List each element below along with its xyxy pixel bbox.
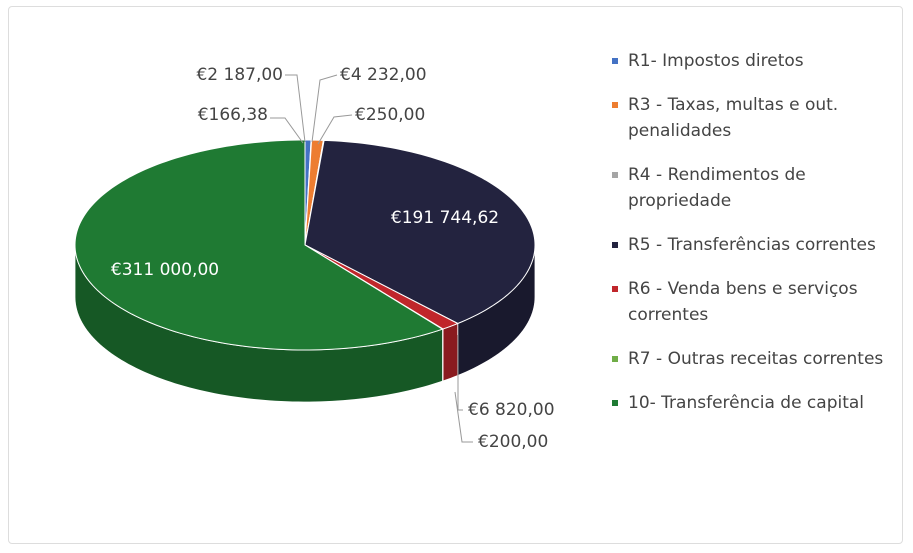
data-label: €250,00: [355, 105, 425, 125]
data-label: €2 187,00: [196, 65, 283, 85]
legend-swatch: [612, 58, 618, 64]
chart-frame: [8, 6, 903, 544]
legend-swatch: [612, 242, 618, 248]
data-label: €311 000,00: [111, 260, 219, 280]
legend-item: R1- Impostos diretos: [612, 48, 897, 74]
legend-label: R3 - Taxas, multas e out. penalidades: [628, 95, 839, 141]
legend-item: R3 - Taxas, multas e out. penalidades: [612, 92, 897, 144]
data-label: €4 232,00: [340, 65, 427, 85]
legend-swatch: [612, 400, 618, 406]
legend-swatch: [612, 172, 618, 178]
legend-swatch: [612, 102, 618, 108]
legend-label: R6 - Venda bens e serviços correntes: [628, 279, 858, 325]
legend-item: R5 - Transferências correntes: [612, 232, 897, 258]
leader-line: [454, 391, 473, 443]
data-label: €6 820,00: [468, 400, 555, 420]
slice-side: [442, 322, 459, 382]
leader-line: [311, 74, 338, 143]
legend-item: R4 - Rendimentos de propriedade: [612, 162, 897, 214]
slice: [74, 139, 444, 351]
legend-item: 10- Transferência de capital: [612, 390, 897, 416]
legend-label: 10- Transferência de capital: [628, 393, 865, 413]
legend-label: R4 - Rendimentos de propriedade: [628, 165, 806, 211]
legend: R1- Impostos diretos R3 - Taxas, multas e…: [612, 48, 897, 434]
data-label: €200,00: [478, 432, 548, 452]
leader-line: [285, 74, 306, 143]
slice: [304, 139, 536, 325]
legend-swatch: [612, 356, 618, 362]
legend-item: R6 - Venda bens e serviços correntes: [612, 276, 897, 328]
legend-item: R7 - Outras receitas correntes: [612, 346, 897, 372]
leader-line: [317, 114, 353, 145]
legend-label: R5 - Transferências correntes: [628, 235, 876, 255]
data-label: €191 744,62: [391, 208, 499, 228]
data-label: €166,38: [198, 105, 268, 125]
legend-label: R7 - Outras receitas correntes: [628, 349, 884, 369]
legend-swatch: [612, 286, 618, 292]
leader-line: [270, 117, 304, 144]
legend-label: R1- Impostos diretos: [628, 51, 804, 71]
